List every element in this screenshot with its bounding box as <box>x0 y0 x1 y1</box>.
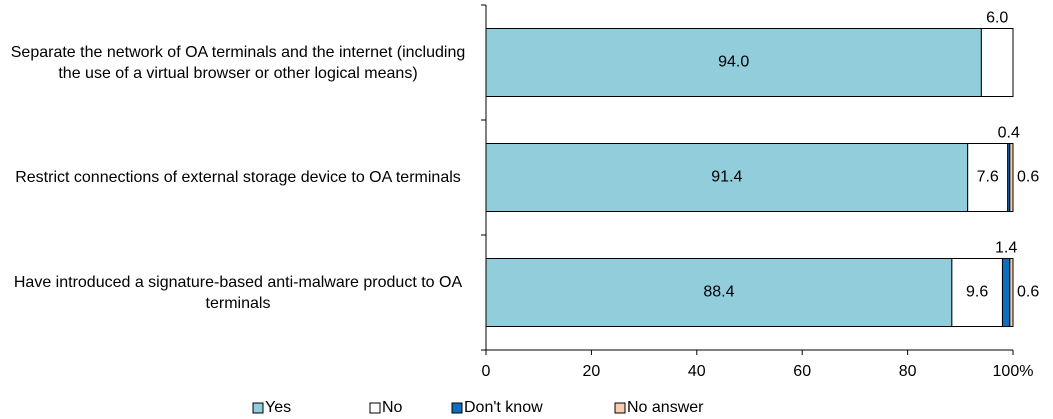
bar-segment <box>485 258 953 327</box>
legend-swatch <box>252 402 264 414</box>
legend-label: No <box>382 399 403 416</box>
x-tick-label: 80 <box>899 363 917 380</box>
data-label: 7.6 <box>977 169 999 186</box>
legend-label: Yes <box>265 399 291 416</box>
x-tick-label: 20 <box>583 363 601 380</box>
bar-segment <box>1009 258 1014 327</box>
category-label: Have introduced a signature-based anti-m… <box>13 273 463 312</box>
data-label: 88.4 <box>703 284 734 301</box>
data-label: 6.0 <box>986 10 1008 27</box>
legend-swatch <box>369 402 381 414</box>
data-label: 0.6 <box>1017 284 1039 301</box>
legend-label: Don't know <box>464 399 543 416</box>
bar-segment <box>980 28 1014 97</box>
bar-segment <box>1009 143 1014 212</box>
bar-segment <box>485 28 982 97</box>
data-label: 94.0 <box>718 54 749 71</box>
data-label: 1.4 <box>995 240 1017 257</box>
category-label: Restrict connections of external storage… <box>15 169 461 186</box>
data-label: 0.4 <box>998 125 1020 142</box>
data-label: 0.6 <box>1017 169 1039 186</box>
bar-segment <box>485 143 969 212</box>
x-tick-label: 100% <box>993 363 1034 380</box>
x-tick-label: 0 <box>482 363 491 380</box>
data-label: 9.6 <box>966 284 988 301</box>
category-label: Separate the network of OA terminals and… <box>10 43 466 82</box>
legend-swatch <box>451 402 463 414</box>
x-tick-label: 40 <box>688 363 706 380</box>
bar-segment <box>951 258 1003 327</box>
legend-swatch <box>614 402 626 414</box>
legend-label: No answer <box>627 399 704 416</box>
x-tick-label: 60 <box>793 363 811 380</box>
bar-segment <box>1001 258 1011 327</box>
data-label: 91.4 <box>711 169 742 186</box>
bar-segment <box>967 143 1009 212</box>
